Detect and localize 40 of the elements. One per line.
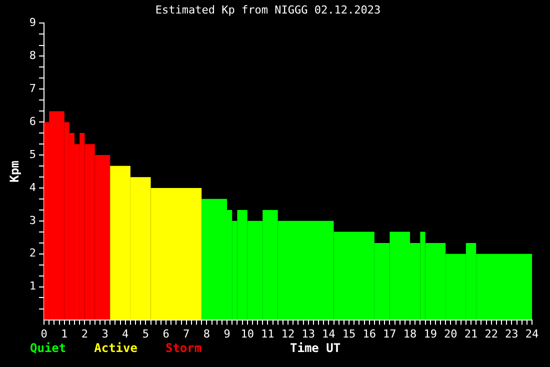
y-axis-title: Kpm: [7, 160, 22, 182]
x-tick-label: 13: [302, 327, 315, 340]
x-tick-label: 10: [240, 327, 254, 340]
y-tick-label: 2: [29, 246, 36, 260]
x-tick-label: 22: [484, 327, 498, 340]
x-tick-label: 18: [403, 327, 417, 340]
x-tick-label: 7: [183, 327, 190, 340]
x-tick-label: 3: [102, 327, 108, 340]
x-tick-label: 24: [525, 327, 539, 340]
x-tick-label: 20: [444, 327, 458, 340]
x-tick-label: 23: [505, 327, 518, 340]
x-tick-label: 19: [424, 327, 437, 340]
y-tick-label: 4: [29, 180, 36, 194]
x-tick-label: 0: [40, 327, 48, 340]
x-tick-label: 9: [224, 327, 230, 340]
x-tick-label: 11: [261, 327, 274, 340]
y-tick-label: 8: [29, 49, 36, 62]
x-tick-label: 1: [61, 327, 68, 340]
x-tick-label: 15: [342, 327, 356, 340]
y-tick-label: 7: [29, 82, 36, 95]
x-tick-label: 5: [142, 327, 149, 340]
x-tick-label: 8: [203, 327, 210, 340]
x-tick-label: 12: [281, 327, 295, 340]
y-tick-label: 6: [29, 114, 36, 128]
chart-title: Estimated Kp from NIGGG 02.12.2023: [155, 3, 381, 16]
series-label: Active: [94, 341, 138, 355]
y-tick-label: 1: [29, 280, 36, 293]
x-tick-label: 21: [464, 327, 478, 340]
x-tick-label: 16: [362, 327, 376, 340]
x-tick-label: 14: [322, 327, 336, 340]
text: Storm: [165, 341, 202, 355]
x-tick-label: 17: [383, 327, 396, 340]
text: Quiet: [30, 341, 66, 355]
x-tick-label: 4: [122, 327, 130, 340]
x-axis-title: Time UT: [290, 341, 341, 355]
x-tick-label: 6: [162, 327, 170, 340]
y-tick-label: 9: [29, 16, 36, 30]
y-tick-label: 3: [29, 214, 36, 227]
y-tick-label: 5: [29, 148, 36, 161]
x-tick-label: 2: [81, 327, 88, 340]
